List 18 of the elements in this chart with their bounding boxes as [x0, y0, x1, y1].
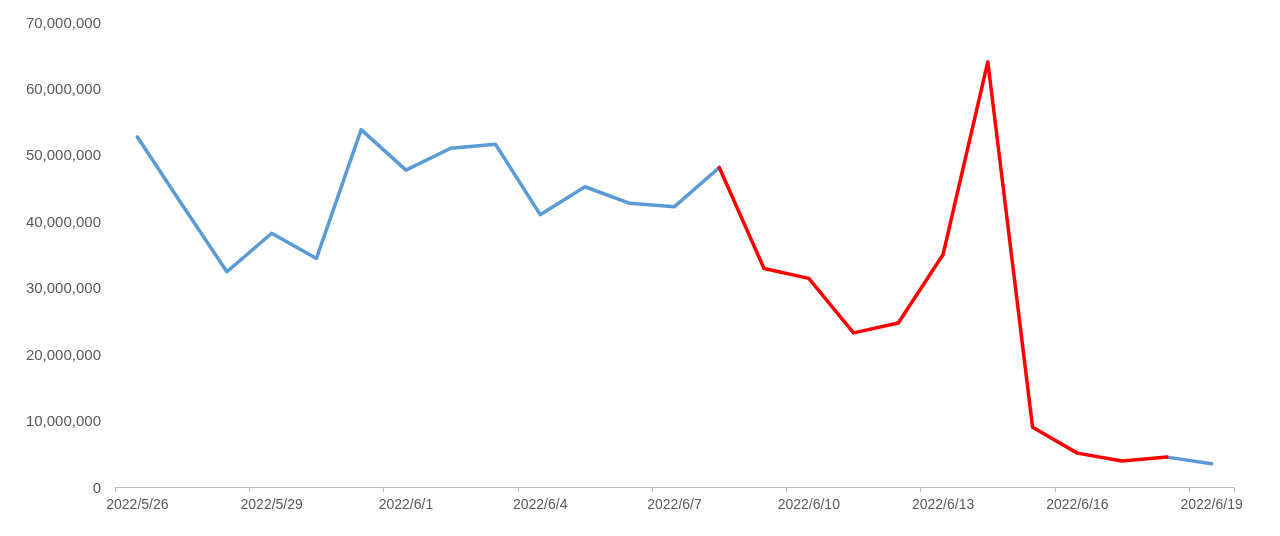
x-tick-label: 2022/5/29	[240, 496, 304, 512]
y-tick-label: 0	[92, 478, 101, 496]
x-tick-label: 2022/6/7	[647, 496, 702, 512]
y-tick-label: 70,000,000	[25, 13, 101, 31]
x-tick-label: 2022/6/4	[512, 496, 568, 512]
x-tick-label: 2022/6/1	[378, 496, 434, 512]
x-tick-label: 2022/6/16	[1046, 496, 1109, 512]
y-tick-label: 10,000,000	[25, 412, 101, 430]
x-tick-label: 2022/6/19	[1180, 496, 1243, 512]
y-tick-label: 60,000,000	[25, 79, 101, 97]
x-tick-label: 2022/6/10	[777, 496, 841, 512]
y-tick-label: 40,000,000	[25, 212, 101, 230]
y-tick-label: 50,000,000	[25, 146, 101, 164]
y-tick-label: 20,000,000	[25, 345, 101, 363]
line-series	[717, 60, 1169, 463]
x-tick-label: 2022/6/13	[911, 496, 975, 512]
x-tick-label: 2022/5/26	[106, 496, 169, 512]
y-tick-label: 30,000,000	[25, 279, 101, 297]
